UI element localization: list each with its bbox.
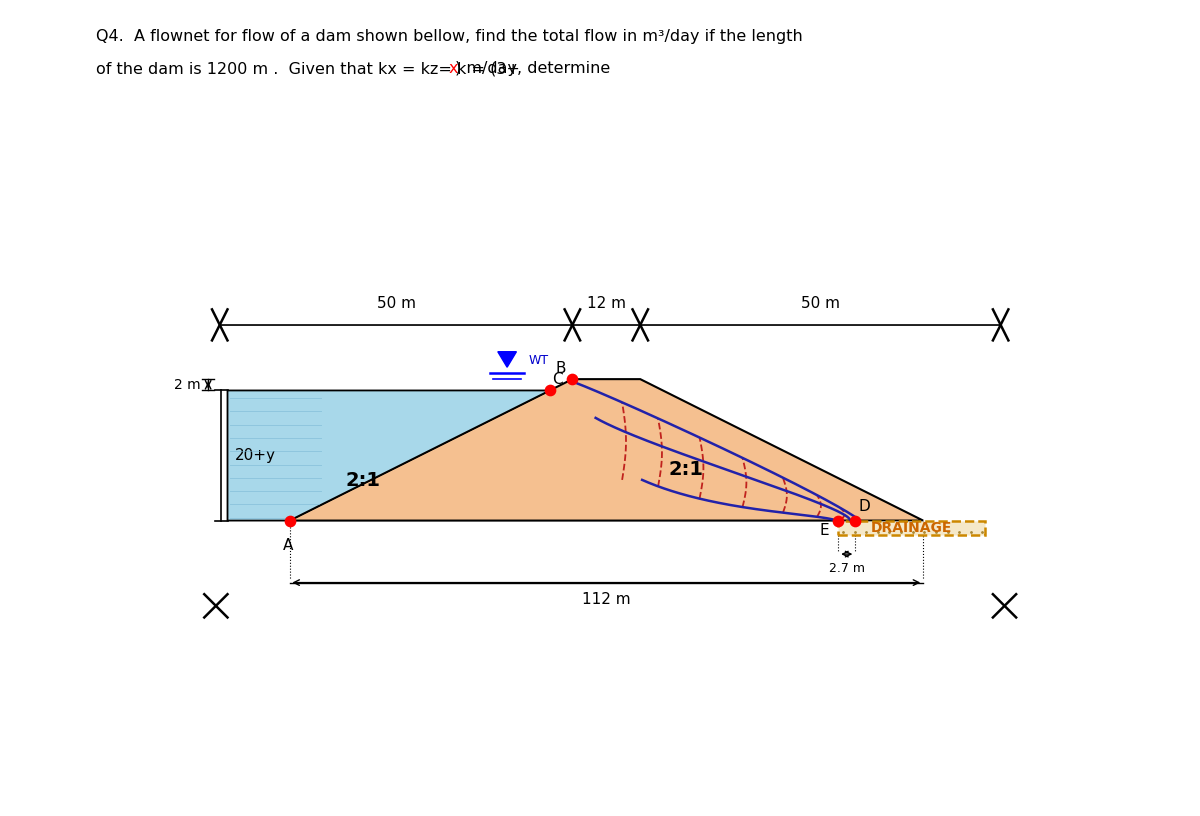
Text: C: C [552,371,563,387]
Text: DRAINAGE: DRAINAGE [871,521,953,534]
Text: ) m/day, determine: ) m/day, determine [455,61,611,76]
Point [829,514,848,527]
Point [563,373,582,386]
Point [846,514,865,527]
Text: 50 m: 50 m [800,296,840,311]
Text: Q4.  A flownet for flow of a dam shown bellow, find the total flow in m³/day if : Q4. A flownet for flow of a dam shown be… [96,29,803,43]
Text: WT: WT [529,354,548,367]
Text: 12 m: 12 m [587,296,626,311]
Text: B: B [556,361,566,376]
Bar [839,521,985,534]
Text: E: E [820,523,829,538]
Text: D: D [858,499,870,514]
Text: 112 m: 112 m [582,592,631,607]
Text: x: x [449,61,458,76]
Polygon shape [228,391,550,521]
Text: 50 m: 50 m [377,296,415,311]
Text: 20+y: 20+y [235,448,276,463]
Point [540,384,559,397]
Polygon shape [289,379,923,521]
Polygon shape [498,352,516,367]
Text: 2 m: 2 m [174,378,200,392]
Text: of the dam is 1200 m .  Given that kx = kz= k = (3+: of the dam is 1200 m . Given that kx = k… [96,61,526,76]
Text: 2:1: 2:1 [668,460,703,479]
Point [280,514,299,527]
Text: A: A [283,538,293,552]
Text: 2.7 m: 2.7 m [829,562,865,574]
Text: 2:1: 2:1 [346,472,380,490]
